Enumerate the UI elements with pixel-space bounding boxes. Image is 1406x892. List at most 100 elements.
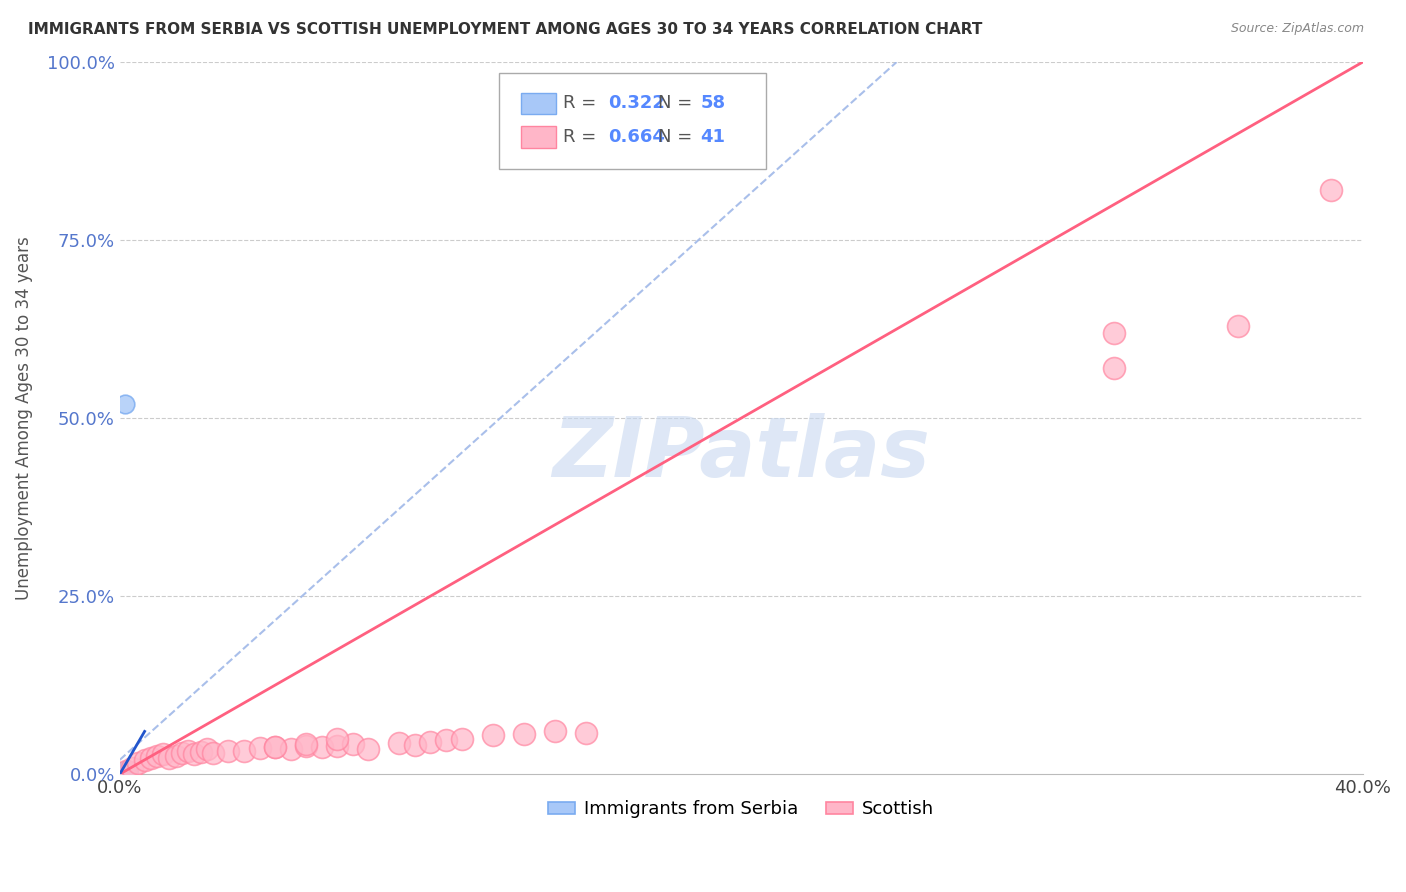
Point [115,764,138,779]
Point [111,766,134,780]
Point [112,765,135,780]
Point [117,764,139,778]
Point [117,764,139,778]
Point [110,766,132,780]
Bar [522,93,555,114]
Text: IMMIGRANTS FROM SERBIA VS SCOTTISH UNEMPLOYMENT AMONG AGES 30 TO 34 YEARS CORREL: IMMIGRANTS FROM SERBIA VS SCOTTISH UNEMP… [28,22,983,37]
Point [111,765,134,780]
Point [134,753,156,767]
Point [115,765,138,780]
Point [117,763,139,777]
Point [112,765,135,780]
Point [115,764,138,779]
Point [114,764,136,779]
Point [295,739,318,753]
Point [1102,326,1125,340]
Bar [522,127,555,147]
Point [115,764,138,779]
Point [159,751,181,765]
Point [112,765,135,780]
Point [218,744,240,758]
Point [110,766,132,780]
Point [115,764,138,778]
Point [112,764,135,779]
Point [115,764,138,778]
Point [117,764,139,778]
Point [111,766,134,780]
Point [111,766,134,780]
Point [165,748,187,763]
Point [249,741,271,756]
Point [326,739,349,753]
Point [233,744,256,758]
Point [152,747,174,762]
Point [139,751,162,765]
Point [114,764,136,779]
Point [121,761,143,775]
Point [264,740,287,755]
Point [450,731,472,746]
Point [111,766,134,780]
Point [357,742,380,756]
Point [388,736,411,750]
Point [111,766,134,780]
Text: 58: 58 [700,94,725,112]
Text: R =: R = [564,128,596,146]
Text: N =: N = [658,94,692,112]
Point [112,765,135,780]
Point [111,766,134,780]
Point [111,766,134,780]
Point [114,764,136,779]
Point [111,766,134,780]
Point [1102,361,1125,376]
Point [114,764,136,779]
Point [264,740,287,755]
Point [110,766,132,780]
Point [114,764,136,779]
Text: Source: ZipAtlas.com: Source: ZipAtlas.com [1230,22,1364,36]
Point [404,738,426,752]
Text: N =: N = [658,128,692,146]
Point [114,764,136,779]
Point [114,397,136,411]
Point [110,766,132,780]
Point [280,742,302,756]
Point [115,764,138,779]
Point [112,765,135,780]
Text: ZIPatlas: ZIPatlas [553,413,931,494]
Point [195,742,218,756]
Point [115,764,138,779]
Point [512,727,534,741]
Point [110,766,132,780]
Point [342,737,364,751]
Point [1320,183,1343,197]
Point [112,765,135,780]
Point [115,764,138,779]
Point [311,740,333,755]
Point [114,764,136,779]
Point [111,765,134,780]
Point [419,735,441,749]
Point [112,765,135,780]
Point [112,765,135,780]
Point [170,746,193,760]
Point [295,737,318,751]
Point [115,764,138,778]
Point [146,749,169,764]
Y-axis label: Unemployment Among Ages 30 to 34 years: Unemployment Among Ages 30 to 34 years [15,236,32,600]
Point [326,731,349,746]
Point [111,765,134,780]
Point [190,745,212,759]
FancyBboxPatch shape [499,73,766,169]
Point [544,724,567,739]
Point [575,726,598,740]
Point [481,728,503,742]
Point [127,756,149,771]
Point [112,765,135,780]
Point [110,766,132,780]
Point [111,766,134,780]
Point [115,764,138,779]
Point [115,764,138,778]
Point [177,744,200,758]
Point [112,765,135,780]
